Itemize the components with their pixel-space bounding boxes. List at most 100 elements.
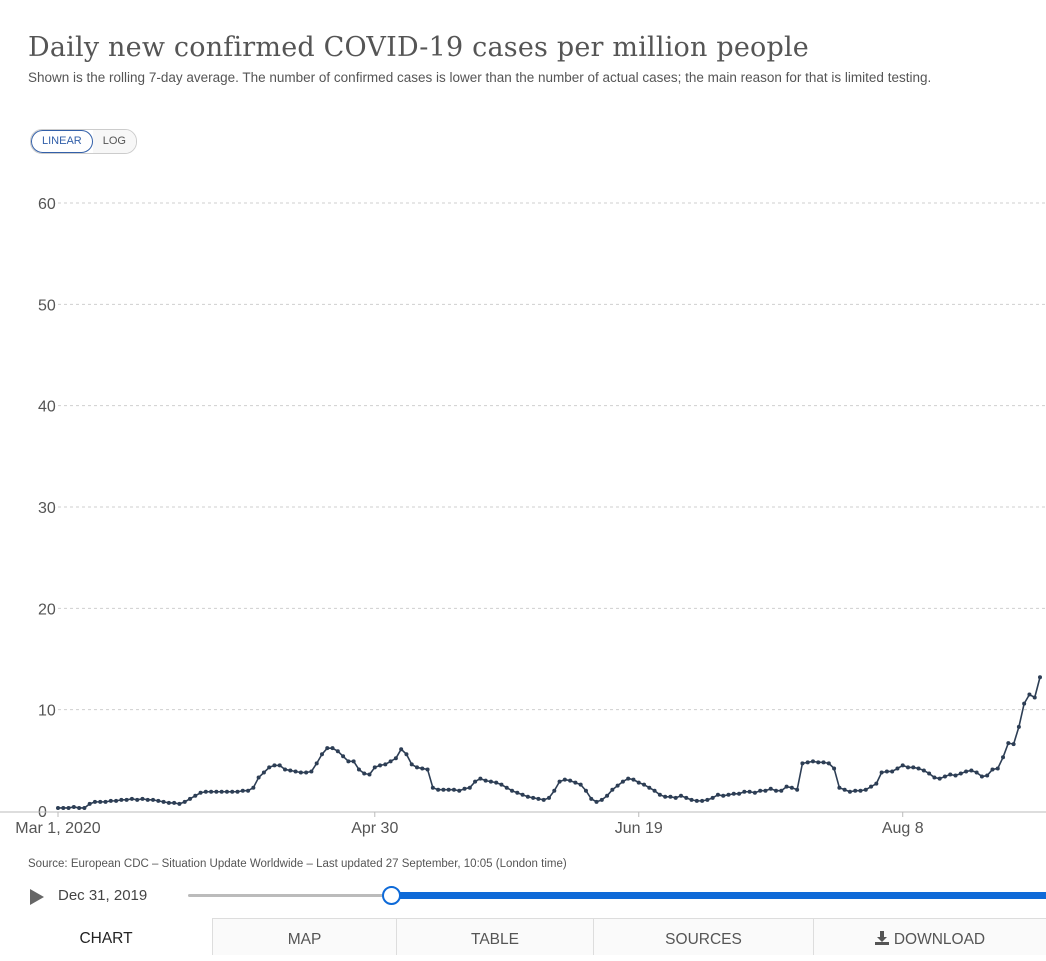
- timeline-track[interactable]: [188, 894, 390, 897]
- data-point: [177, 801, 182, 806]
- data-point: [810, 759, 815, 764]
- x-tick-label-1: Apr 30: [351, 820, 398, 837]
- data-point: [409, 762, 414, 767]
- data-point: [789, 785, 794, 790]
- data-point: [335, 749, 340, 754]
- data-point: [942, 774, 947, 779]
- tab-chart[interactable]: CHART: [0, 918, 212, 955]
- data-point: [916, 766, 921, 771]
- data-point: [272, 763, 277, 768]
- data-point: [547, 795, 551, 800]
- x-tick-label-3: Aug 8: [882, 820, 924, 837]
- data-point: [568, 778, 573, 783]
- data-point: [504, 785, 509, 790]
- tab-sources-label: SOURCES: [665, 931, 742, 948]
- data-point: [837, 785, 842, 790]
- data-point: [319, 752, 324, 757]
- data-point: [129, 796, 134, 801]
- data-point: [737, 791, 742, 796]
- data-point: [82, 805, 87, 810]
- data-point: [378, 763, 383, 768]
- data-point: [774, 788, 779, 793]
- data-point: [779, 788, 784, 793]
- data-point: [694, 798, 699, 803]
- data-point: [927, 771, 932, 776]
- data-point: [826, 761, 831, 766]
- data-point: [974, 770, 979, 775]
- data-point: [594, 799, 599, 804]
- data-point: [531, 795, 536, 800]
- data-point: [1011, 742, 1016, 747]
- data-point: [66, 805, 71, 810]
- data-point: [842, 787, 847, 792]
- data-point: [203, 789, 208, 794]
- data-point: [151, 797, 156, 802]
- data-point: [166, 800, 171, 805]
- timeline-selected-range[interactable]: [390, 892, 1046, 899]
- data-point: [631, 777, 636, 782]
- data-point: [256, 775, 261, 780]
- data-point: [647, 785, 652, 790]
- linear-scale-button[interactable]: LINEAR: [31, 130, 93, 153]
- play-icon[interactable]: [30, 889, 44, 905]
- data-point: [620, 779, 625, 784]
- data-point: [1006, 741, 1011, 746]
- data-point: [494, 780, 499, 785]
- data-point: [372, 765, 377, 770]
- data-point: [752, 790, 757, 795]
- log-scale-button[interactable]: LOG: [92, 130, 136, 153]
- series-layer: [56, 675, 1042, 810]
- data-point: [990, 767, 995, 772]
- data-point: [446, 787, 451, 792]
- data-point: [187, 796, 192, 801]
- data-point: [161, 799, 166, 804]
- data-point: [108, 798, 113, 803]
- data-point: [304, 770, 309, 775]
- data-point: [636, 780, 641, 785]
- data-point: [615, 783, 620, 788]
- data-point: [573, 780, 578, 785]
- data-point: [288, 768, 293, 773]
- data-point: [869, 784, 874, 789]
- source-note: Source: European CDC – Situation Update …: [28, 858, 567, 870]
- data-point: [457, 788, 462, 793]
- data-point: [172, 800, 177, 805]
- data-point: [552, 788, 557, 793]
- tab-sources[interactable]: SOURCES: [593, 918, 813, 955]
- data-point: [626, 776, 631, 781]
- tab-download[interactable]: DOWNLOAD: [813, 918, 1046, 955]
- tab-table[interactable]: TABLE: [396, 918, 593, 955]
- data-point: [763, 788, 768, 793]
- data-point: [684, 795, 689, 800]
- data-point: [219, 789, 224, 794]
- data-point: [731, 791, 736, 796]
- data-point: [362, 771, 367, 776]
- data-point: [425, 767, 430, 772]
- data-point: [451, 787, 456, 792]
- data-point: [87, 801, 92, 806]
- data-point: [995, 766, 1000, 771]
- data-point: [77, 805, 82, 810]
- tab-map[interactable]: MAP: [212, 918, 396, 955]
- data-point: [726, 792, 731, 797]
- data-point: [351, 759, 356, 764]
- data-point: [277, 763, 282, 768]
- data-point: [473, 779, 478, 784]
- data-point: [953, 773, 958, 778]
- tab-map-label: MAP: [287, 931, 322, 948]
- x-tick-label-0: Mar 1, 2020: [15, 820, 100, 837]
- data-point: [92, 799, 97, 804]
- data-point: [884, 769, 889, 774]
- scale-toggle: LINEAR LOG: [30, 129, 137, 154]
- data-point: [879, 770, 884, 775]
- timeline-handle[interactable]: [382, 886, 401, 905]
- data-point: [747, 789, 752, 794]
- data-point: [436, 787, 441, 792]
- y-tick-label-50: 50: [38, 297, 56, 314]
- data-point: [140, 796, 145, 801]
- data-point: [193, 793, 198, 798]
- data-point: [663, 794, 668, 799]
- data-point: [61, 805, 66, 810]
- data-point: [246, 788, 251, 793]
